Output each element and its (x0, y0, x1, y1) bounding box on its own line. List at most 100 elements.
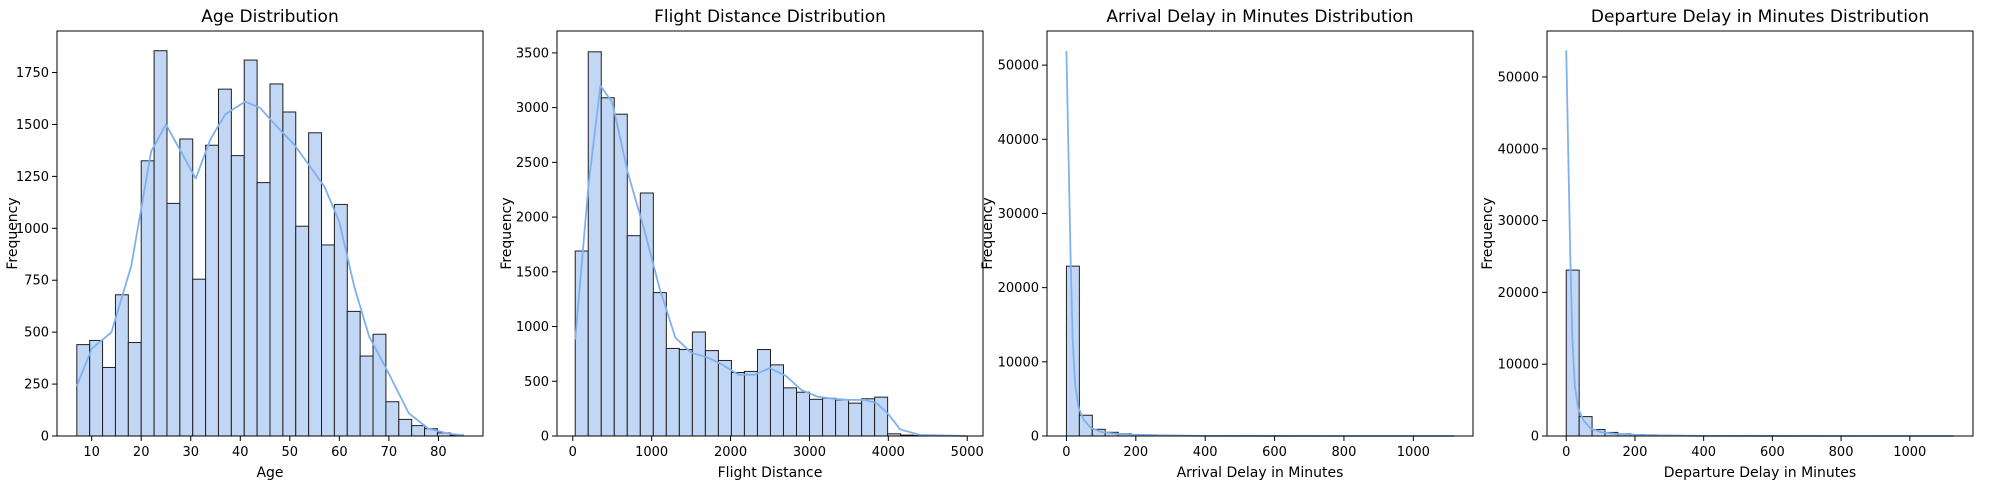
histogram-bar (626, 235, 641, 437)
x-axis-label: Flight Distance (718, 465, 823, 481)
x-tick-label: 4000 (872, 445, 905, 460)
histogram-bar (205, 144, 219, 437)
histogram-bar (1078, 414, 1093, 437)
x-tick-label: 10 (83, 445, 100, 460)
chart-title: Flight Distance Distribution (654, 7, 886, 27)
histogram-bar (359, 355, 374, 437)
y-tick-label: 3500 (516, 46, 549, 61)
y-tick-label: 30000 (1498, 214, 1539, 229)
x-axis-label: Arrival Delay in Minutes (1177, 465, 1344, 481)
y-tick-label: 3000 (516, 101, 549, 116)
y-axis-label: Frequency (499, 197, 515, 269)
chart-panel-3: 0 200 400 600 800 100001000020000300004000050… (980, 7, 1474, 481)
y-tick-label: 0 (41, 430, 49, 445)
y-tick-label: 1250 (16, 170, 49, 185)
chart-panel-1: 10 20 30 40 50 60 70 80 0 250 500 750 1000 1250 1500 17… (5, 7, 484, 481)
histogram-bar (114, 294, 129, 437)
chart-panel-2: 0 1000 2000 3000 4000 5000 0 500 1000 1500 2000 250… (499, 7, 984, 481)
x-tick-label: 600 (1760, 445, 1785, 460)
y-tick-label: 40000 (1498, 142, 1539, 157)
y-axis-label: Frequency (5, 197, 21, 269)
histogram-bar (769, 364, 784, 437)
chart-title: Departure Delay in Minutes Distribution (1591, 7, 1929, 27)
x-tick-label: 1000 (1893, 445, 1926, 460)
y-tick-label: 50000 (998, 59, 1039, 74)
histogram-bar (730, 372, 745, 437)
histogram-bar (308, 132, 323, 437)
histogram-bar (1578, 416, 1593, 437)
y-tick-label: 500 (24, 326, 49, 341)
y-axis-label: Frequency (980, 197, 996, 269)
histogram-bar (269, 83, 284, 437)
x-tick-label: 30 (182, 445, 199, 460)
y-tick-label: 1500 (516, 265, 549, 280)
y-tick-label: 500 (524, 375, 549, 390)
histogram-bar (574, 250, 589, 437)
y-tick-label: 250 (24, 378, 49, 393)
y-tick-label: 0 (1531, 430, 1539, 445)
x-tick-label: 40 (232, 445, 249, 460)
histogram-bar (243, 59, 258, 437)
histogram-bar (411, 425, 426, 437)
x-tick-label: 800 (1332, 445, 1357, 460)
y-tick-label: 750 (24, 274, 49, 289)
chart-title: Age Distribution (201, 7, 338, 27)
histogram-bar (717, 359, 732, 437)
y-tick-label: 50000 (1498, 70, 1539, 85)
y-tick-label: 2500 (516, 156, 549, 171)
x-tick-label: 200 (1623, 445, 1648, 460)
histogram-bar (321, 244, 335, 437)
kde-curve (75, 100, 464, 437)
x-tick-label: 5000 (951, 445, 984, 460)
x-tick-label: 80 (430, 445, 447, 460)
histogram-bar (704, 350, 719, 437)
histogram-bar (691, 331, 706, 437)
y-tick-label: 10000 (1498, 358, 1539, 373)
histogram-bar (665, 347, 680, 437)
x-tick-label: 70 (381, 445, 398, 460)
x-tick-label: 600 (1262, 445, 1287, 460)
histogram-bar (796, 391, 811, 437)
histogram-bar (230, 155, 245, 437)
histogram-bar (385, 401, 400, 437)
x-tick-label: 3000 (793, 445, 826, 460)
chart-title: Arrival Delay in Minutes Distribution (1106, 7, 1413, 27)
y-tick-label: 0 (541, 430, 549, 445)
histogram-bar (372, 333, 387, 437)
histogram-bar (333, 203, 348, 437)
x-tick-label: 2000 (714, 445, 747, 460)
axes-frame (1046, 30, 1474, 437)
x-tick-label: 1000 (1397, 445, 1430, 460)
histogram-bar (809, 398, 824, 437)
x-axis-label: Departure Delay in Minutes (1664, 465, 1856, 481)
y-axis-label: Frequency (1480, 197, 1496, 269)
histogram-bar (678, 349, 693, 437)
histogram-bar (256, 182, 271, 437)
histogram-bar (166, 202, 181, 437)
kde-curve (574, 84, 966, 437)
histogram-bar (346, 310, 361, 437)
histogram-bar (192, 278, 207, 437)
kde-curve (1065, 51, 1455, 437)
y-tick-label: 2000 (516, 211, 549, 226)
x-tick-label: 0 (569, 445, 577, 460)
x-tick-label: 0 (1562, 445, 1570, 460)
histogram-bar (179, 138, 194, 437)
histogram-bar (89, 339, 104, 437)
y-tick-label: 0 (1031, 430, 1039, 445)
x-tick-label: 60 (331, 445, 348, 460)
x-tick-label: 0 (1062, 445, 1070, 460)
histogram-bar (652, 292, 667, 437)
kde-curve (1565, 50, 1954, 437)
histogram-bar (153, 50, 168, 437)
x-axis-label: Age (256, 465, 283, 481)
y-tick-label: 30000 (998, 207, 1039, 222)
histogram-bar (587, 51, 602, 437)
axes-frame (556, 30, 984, 437)
y-tick-label: 1500 (16, 118, 49, 133)
y-tick-label: 1000 (516, 320, 549, 335)
histogram-bar (295, 225, 310, 437)
histogram-bar (861, 398, 876, 437)
histogram-bar (756, 349, 771, 437)
